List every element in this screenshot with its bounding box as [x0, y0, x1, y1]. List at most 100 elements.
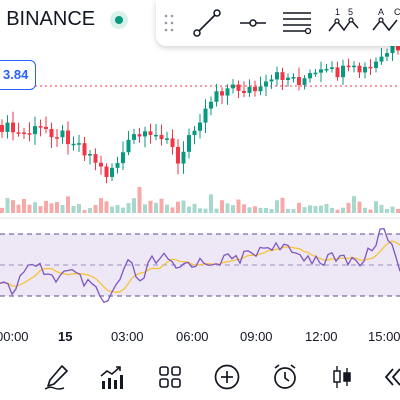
time-axis: 00:00 15 03:00 06:00 09:00 12:00 15:00	[0, 325, 400, 349]
candle-body	[203, 108, 208, 123]
volume-bar	[357, 201, 362, 213]
volume-bar	[242, 204, 246, 213]
market-status-icon	[110, 11, 128, 29]
candle-body	[44, 126, 48, 129]
candle-body	[225, 88, 230, 96]
candle-body	[115, 163, 120, 168]
volume-bar	[302, 207, 307, 213]
horizontal-ray-icon[interactable]	[236, 6, 270, 40]
time-label: 15:00	[368, 329, 400, 344]
time-label: 12:00	[305, 329, 338, 344]
volume-bar	[132, 198, 136, 213]
candle-body	[302, 78, 307, 85]
candle-body	[60, 130, 65, 138]
candle-body	[38, 126, 43, 128]
abcd-pattern-text: A	[378, 7, 384, 17]
volume-bar	[181, 200, 186, 213]
volume-bar	[0, 207, 4, 213]
volume-bar	[66, 196, 70, 213]
candle-body	[308, 73, 312, 79]
candle-body	[49, 128, 54, 138]
volume-bar	[33, 202, 37, 213]
time-label: 00:00	[0, 329, 29, 344]
volume-bar	[313, 206, 318, 213]
candle-body	[352, 65, 356, 68]
candle-body	[176, 146, 180, 164]
volume-bar	[330, 207, 334, 213]
candle-body	[88, 154, 92, 156]
price-chart[interactable]	[0, 0, 400, 330]
volume-bar	[209, 194, 213, 213]
candle-body	[335, 67, 340, 78]
candle-body	[231, 84, 235, 89]
abcd-pattern-icon[interactable]: A C	[370, 6, 400, 40]
volume-bar	[60, 204, 65, 213]
volume-bar	[99, 198, 103, 213]
indicators-icon[interactable]	[98, 362, 128, 392]
candle-body	[165, 138, 169, 140]
candle-body	[264, 81, 268, 87]
volume-bar	[363, 207, 367, 213]
volume-bar	[368, 209, 373, 213]
candle-body	[159, 134, 164, 140]
rsi-moving-average	[0, 240, 400, 293]
volume-bar	[396, 208, 400, 213]
volume-bar	[154, 202, 158, 213]
alert-clock-icon[interactable]	[270, 362, 300, 392]
candle-body	[55, 137, 59, 139]
volume-bar	[264, 207, 268, 213]
volume-bar	[385, 208, 389, 213]
candle-body	[33, 126, 37, 135]
chart-header: - BINANCE	[0, 0, 400, 40]
time-label: 03:00	[111, 329, 144, 344]
chart-canvas[interactable]	[0, 0, 400, 330]
drawing-pen-icon[interactable]	[42, 362, 72, 392]
volume-bar	[126, 203, 131, 213]
volume-bar	[192, 203, 197, 213]
volume-bar	[187, 206, 191, 213]
candle-body	[253, 86, 257, 92]
candle-body	[71, 143, 76, 146]
candle-body	[297, 77, 301, 85]
volume-bar	[104, 201, 109, 213]
volume-bar	[88, 208, 92, 213]
fib-retracement-icon[interactable]	[280, 6, 314, 40]
volume-bar	[159, 198, 164, 213]
drawing-toolbar: 1 5 A C	[156, 0, 400, 46]
volume-bar	[16, 204, 21, 213]
candle-body	[110, 167, 114, 177]
volume-bar	[137, 186, 142, 213]
volume-bar	[214, 208, 219, 213]
candles-type-icon[interactable]	[327, 362, 357, 392]
candle-body	[5, 122, 10, 132]
price-tag[interactable]: 3.84	[0, 60, 36, 90]
candle-body	[154, 134, 158, 137]
add-circle-icon[interactable]	[212, 362, 242, 392]
layouts-grid-icon[interactable]	[155, 362, 185, 392]
symbol-title[interactable]: - BINANCE	[0, 8, 96, 30]
candle-body	[66, 130, 70, 145]
volume-bar	[170, 207, 175, 213]
candle-body	[99, 162, 103, 167]
candle-body	[187, 135, 191, 152]
rsi-line	[0, 228, 400, 304]
replay-icon[interactable]	[383, 362, 400, 392]
trend-line-icon[interactable]	[190, 6, 224, 40]
candle-body	[16, 132, 21, 134]
candle-body	[396, 42, 400, 51]
candle-body	[170, 138, 175, 147]
volume-bar	[236, 199, 241, 213]
candle-body	[275, 72, 279, 80]
xabcd-pattern-text-2: 5	[348, 7, 353, 17]
time-label: 06:00	[176, 329, 209, 344]
drag-handle-icon[interactable]	[164, 14, 174, 32]
volume-bar	[280, 197, 285, 213]
volume-bar	[115, 204, 120, 213]
candle-body	[137, 134, 142, 137]
candle-body	[269, 79, 274, 82]
xabcd-pattern-icon[interactable]: 1 5	[326, 6, 360, 40]
volume-bar	[231, 205, 235, 213]
candle-body	[93, 154, 98, 163]
bottom-toolbar	[0, 358, 400, 400]
candle-body	[346, 65, 351, 68]
